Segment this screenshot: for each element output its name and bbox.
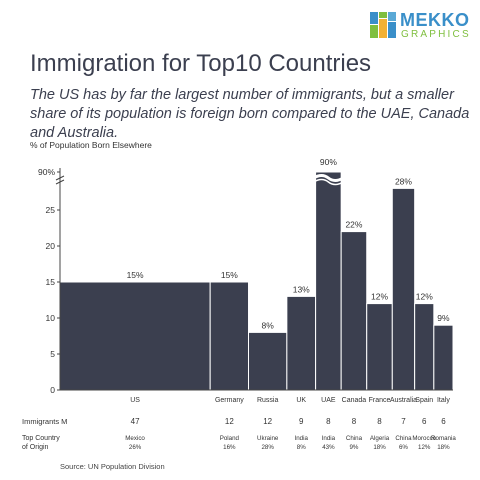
origin-share: 6% xyxy=(399,444,408,451)
category-label: UK xyxy=(296,397,306,404)
origin-country: Poland xyxy=(220,435,240,442)
origin-share: 12% xyxy=(418,444,431,451)
immigrants-value: 8 xyxy=(326,417,331,426)
bar-break-mark xyxy=(312,174,344,182)
immigrants-value: 8 xyxy=(352,417,357,426)
origin-country: India xyxy=(295,435,309,442)
bar xyxy=(366,303,393,391)
immigrants-value: 6 xyxy=(441,417,446,426)
origin-share: 28% xyxy=(261,444,274,451)
value-label: 28% xyxy=(395,176,412,186)
logo-subtitle: GRAPHICS xyxy=(401,29,471,40)
bar xyxy=(340,231,368,391)
category-label: France xyxy=(369,397,391,404)
value-label: 12% xyxy=(371,292,388,302)
immigrants-value: 9 xyxy=(299,417,304,426)
bar xyxy=(315,171,342,391)
origin-country: Romania xyxy=(431,435,456,442)
immigrants-row-label: Immigrants M xyxy=(22,417,67,426)
origin-share: 16% xyxy=(223,444,236,451)
origin-share: 18% xyxy=(437,444,450,451)
y-tick-label: 0 xyxy=(50,385,55,395)
origin-share: 9% xyxy=(349,444,358,451)
origin-country: Morocco xyxy=(412,435,436,442)
value-label: 15% xyxy=(127,270,144,280)
origin-country: China xyxy=(346,435,363,442)
category-label: US xyxy=(130,397,140,404)
origin-country: Mexico xyxy=(125,435,145,442)
y-tick-label: 10 xyxy=(46,313,56,323)
category-label: Australia xyxy=(390,397,417,404)
immigrants-value: 6 xyxy=(422,417,427,426)
origin-share: 43% xyxy=(322,444,335,451)
category-label: Spain xyxy=(415,397,433,404)
value-label: 22% xyxy=(345,220,362,230)
bar xyxy=(391,187,416,391)
origin-country: Algeria xyxy=(370,435,390,442)
value-label: 15% xyxy=(221,270,238,280)
y-axis-break-mark xyxy=(55,175,65,185)
immigrants-value: 12 xyxy=(225,417,234,426)
immigrants-value: 8 xyxy=(377,417,382,426)
bar-break-mark xyxy=(313,178,344,186)
origin-row-label: Top Country xyxy=(22,435,60,442)
origin-country: China xyxy=(395,435,412,442)
origin-share: 18% xyxy=(373,444,386,451)
origin-share: 8% xyxy=(297,444,306,451)
bar xyxy=(59,281,211,391)
value-label: 90% xyxy=(320,157,337,167)
immigrants-value: 47 xyxy=(131,417,140,426)
page-subtitle: The US has by far the largest number of … xyxy=(30,87,470,141)
source-note: Source: UN Population Division xyxy=(60,462,165,471)
value-label: 8% xyxy=(262,320,275,330)
bar xyxy=(248,331,288,391)
bar xyxy=(414,303,435,391)
category-label: UAE xyxy=(321,397,336,404)
page-title: Immigration for Top10 Countries xyxy=(30,50,372,77)
logo-wordmark: MEKKO xyxy=(400,10,470,30)
category-label: Russia xyxy=(257,397,279,404)
immigrants-value: 12 xyxy=(263,417,272,426)
immigrants-value: 7 xyxy=(401,417,406,426)
value-label: 13% xyxy=(293,284,310,294)
category-label: Canada xyxy=(342,397,367,404)
value-label: 12% xyxy=(416,292,433,302)
bar xyxy=(286,295,317,391)
category-label: Italy xyxy=(437,397,450,404)
category-label: Germany xyxy=(215,397,244,404)
y-tick-label: 20 xyxy=(46,241,56,251)
y-tick-label: 25 xyxy=(46,205,56,215)
y-tick-label: 5 xyxy=(50,349,55,359)
y-tick-label: 90% xyxy=(38,167,55,177)
y-tick-label: 15 xyxy=(46,277,56,287)
bar xyxy=(209,281,250,391)
origin-share: 26% xyxy=(129,444,142,451)
origin-row-label: of Origin xyxy=(22,444,49,451)
origin-country: India xyxy=(322,435,336,442)
y-axis-label: % of Population Born Elsewhere xyxy=(30,140,152,150)
origin-country: Ukraine xyxy=(257,435,279,442)
logo-grid-icon xyxy=(370,12,396,38)
bar xyxy=(433,324,454,391)
mekko-logo: MEKKO GRAPHICS xyxy=(370,10,470,44)
value-label: 9% xyxy=(437,313,450,323)
